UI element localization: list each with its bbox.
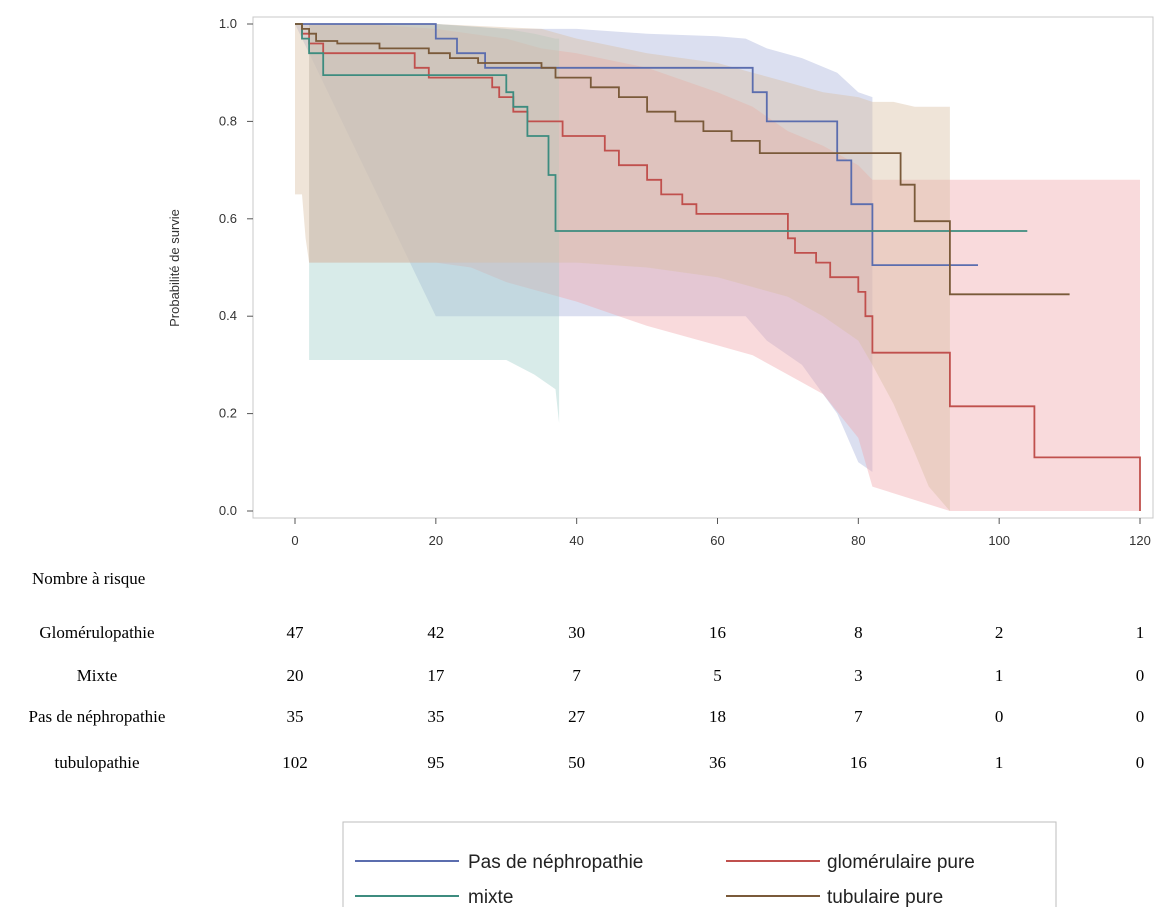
risk-value: 7 <box>572 666 581 685</box>
risk-value: 16 <box>709 623 726 642</box>
risk-value: 36 <box>709 753 726 772</box>
risk-value: 17 <box>427 666 445 685</box>
risk-value: 47 <box>287 623 305 642</box>
y-tick-label: 0.2 <box>219 406 237 421</box>
x-tick-label: 0 <box>291 533 298 548</box>
risk-value: 102 <box>282 753 308 772</box>
risk-value: 1 <box>995 753 1004 772</box>
risk-row-label: Glomérulopathie <box>39 623 154 642</box>
survival-curve-pas-de-nephropathie <box>295 23 978 267</box>
risk-value: 3 <box>854 666 863 685</box>
survival-curve-tubulaire-pure <box>295 23 1070 296</box>
risk-value: 7 <box>854 707 863 726</box>
y-tick-label: 0.8 <box>219 113 237 128</box>
risk-value: 1 <box>995 666 1004 685</box>
risk-value: 16 <box>850 753 867 772</box>
risk-value: 42 <box>427 623 444 642</box>
legend-label-tubulaire-pure: tubulaire pure <box>827 887 943 907</box>
x-tick-label: 20 <box>429 533 443 548</box>
risk-value: 8 <box>854 623 863 642</box>
confidence-band-tubulaire-pure <box>295 24 950 511</box>
x-axis: 0 20 40 60 80 100 120 <box>291 518 1151 548</box>
legend-box <box>342 821 1057 907</box>
x-tick-label: 120 <box>1129 533 1151 548</box>
risk-table-title: Nombre à risque <box>32 569 145 588</box>
risk-value: 20 <box>287 666 304 685</box>
x-tick-label: 100 <box>988 533 1010 548</box>
confidence-band-glomerulaire-pure <box>309 24 1141 511</box>
risk-value: 35 <box>427 707 444 726</box>
risk-value: 0 <box>995 707 1004 726</box>
legend-label-glomerulaire-pure: glomérulaire pure <box>827 852 975 873</box>
y-axis: 0.0 0.2 0.4 0.6 0.8 1.0 <box>219 16 253 518</box>
risk-value: 18 <box>709 707 726 726</box>
x-tick-label: 40 <box>569 533 583 548</box>
y-axis-label: Probabilité de survie <box>167 209 182 327</box>
confidence-bands <box>295 24 1141 511</box>
risk-value: 0 <box>1136 753 1145 772</box>
risk-value: 95 <box>427 753 444 772</box>
risk-value: 2 <box>995 623 1004 642</box>
risk-value: 5 <box>713 666 722 685</box>
risk-value: 1 <box>1136 623 1145 642</box>
plot-area <box>252 16 1154 519</box>
risk-value: 0 <box>1136 666 1145 685</box>
confidence-band-mixte <box>309 24 560 424</box>
y-tick-label: 0.6 <box>219 211 237 226</box>
risk-value: 0 <box>1136 707 1145 726</box>
risk-value: 30 <box>568 623 585 642</box>
legend: Pas de néphropathie glomérulaire pure mi… <box>342 821 1057 907</box>
y-tick-label: 0.4 <box>219 308 237 323</box>
risk-row-label: Pas de néphropathie <box>29 707 166 726</box>
risk-value: 27 <box>568 707 586 726</box>
y-tick-label: 1.0 <box>219 16 237 31</box>
legend-label-pas-de-nephropathie: Pas de néphropathie <box>468 852 643 873</box>
confidence-band-pas-de-nephropathie <box>295 24 873 472</box>
y-tick-label: 0.0 <box>219 503 237 518</box>
x-tick-label: 80 <box>851 533 865 548</box>
legend-label-mixte: mixte <box>468 887 513 907</box>
survival-curves <box>295 23 1141 511</box>
survival-curve-glomerulaire-pure <box>295 23 1141 511</box>
risk-row-label: Mixte <box>77 666 118 685</box>
risk-row-label: tubulopathie <box>55 753 140 772</box>
x-tick-label: 60 <box>710 533 724 548</box>
survival-curve-mixte <box>295 23 1028 232</box>
risk-value: 35 <box>287 707 304 726</box>
risk-value: 50 <box>568 753 585 772</box>
